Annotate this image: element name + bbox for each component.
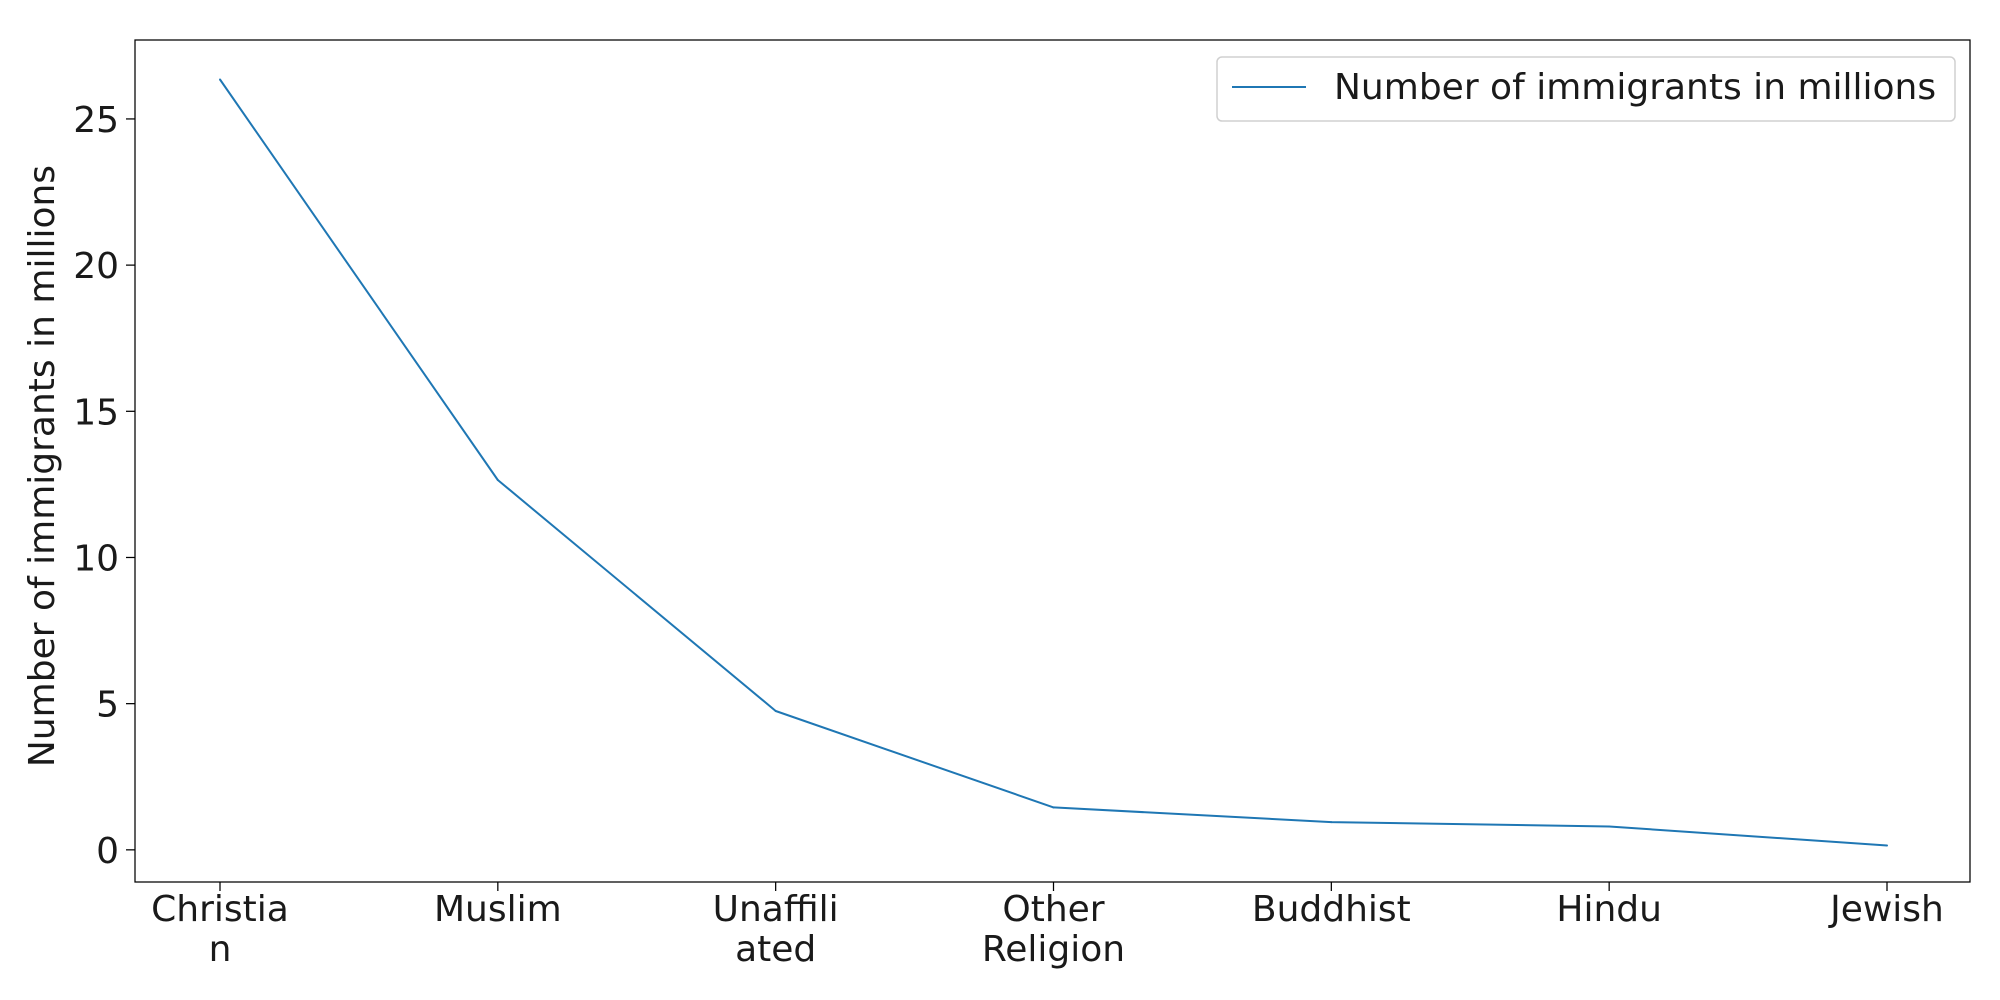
y-tick-label: 25 — [73, 100, 119, 141]
data-point — [219, 78, 221, 81]
x-tick-label: Hindu — [1556, 889, 1662, 930]
x-tick-label: Muslim — [434, 889, 562, 930]
legend: Number of immigrants in millions — [1216, 56, 1956, 122]
x-tick-label: Other Religion — [982, 889, 1125, 970]
legend-box — [1216, 56, 1956, 122]
data-point — [774, 709, 777, 712]
x-tick-label: Unaffili ated — [713, 889, 839, 970]
y-tick-label: 15 — [73, 392, 119, 433]
x-axis-ticks: Christia n Muslim Unaffili ated Other Religion… — [151, 882, 1944, 970]
data-point — [1886, 844, 1888, 847]
y-axis-ticks: 0 5 10 15 20 25 — [73, 100, 135, 872]
y-tick-label: 0 — [96, 831, 119, 872]
data-point — [1330, 821, 1333, 824]
y-axis-label: Number of immigrants in millions — [22, 165, 63, 767]
data-point — [496, 479, 499, 482]
data-point — [1052, 806, 1055, 809]
series-line — [219, 78, 1888, 847]
y-tick-label: 10 — [73, 538, 119, 579]
data-point — [1608, 825, 1611, 828]
y-tick-label: 5 — [96, 685, 119, 726]
x-tick-label: Christia n — [151, 889, 289, 970]
series-layer — [219, 78, 1888, 847]
x-tick-label: Buddhist — [1252, 889, 1411, 930]
plot-area-frame — [134, 39, 1971, 883]
x-tick-label: Jewish — [1828, 889, 1944, 930]
y-tick-label: 20 — [73, 246, 119, 287]
legend-label: Number of immigrants in millions — [1334, 67, 1936, 108]
